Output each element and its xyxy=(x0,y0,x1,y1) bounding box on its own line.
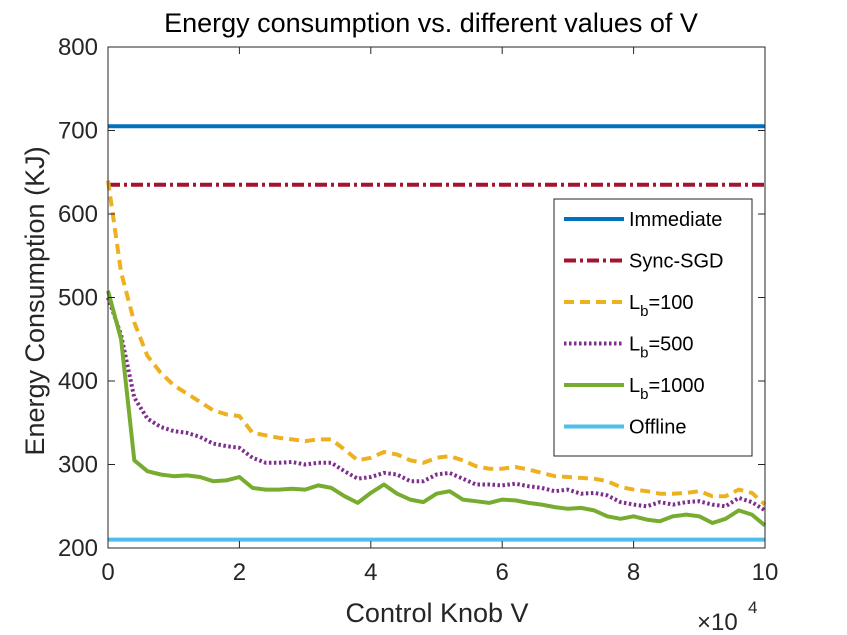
legend-box xyxy=(553,198,753,457)
x-tick-label: 10 xyxy=(752,559,779,586)
y-tick-label: 600 xyxy=(58,201,98,228)
series-line-lb-1000 xyxy=(106,290,767,528)
x-tick-label: 8 xyxy=(627,559,640,586)
svg-text:4: 4 xyxy=(748,598,757,617)
legend-label: Offline xyxy=(629,417,686,439)
x-tick-label: 6 xyxy=(496,559,509,586)
x-tick-label: 4 xyxy=(364,559,377,586)
y-tick-label: 300 xyxy=(58,452,98,479)
x-axis-label: Control Knob V xyxy=(345,598,528,628)
legend-label: Sync-SGD xyxy=(629,251,723,273)
legend-label: Immediate xyxy=(629,209,722,231)
x-exponent: ×10 4 xyxy=(697,598,757,635)
y-axis-label: Energy Consumption (KJ) xyxy=(20,146,50,455)
y-tick-label: 700 xyxy=(58,118,98,145)
x-tick-label: 0 xyxy=(101,559,114,586)
legend: ImmediateSync-SGDLb=100Lb=500Lb=1000Offl… xyxy=(553,198,753,457)
series-line-lb-500 xyxy=(106,296,767,513)
y-tick-label: 500 xyxy=(58,285,98,312)
series-layer xyxy=(106,124,767,542)
y-tick-label: 400 xyxy=(58,368,98,395)
chart-title: Energy consumption vs. different values … xyxy=(164,8,698,38)
x-tick-label: 2 xyxy=(233,559,246,586)
y-tick-label: 200 xyxy=(58,535,98,562)
svg-text:×10: ×10 xyxy=(697,609,738,635)
y-tick-label: 800 xyxy=(58,34,98,61)
